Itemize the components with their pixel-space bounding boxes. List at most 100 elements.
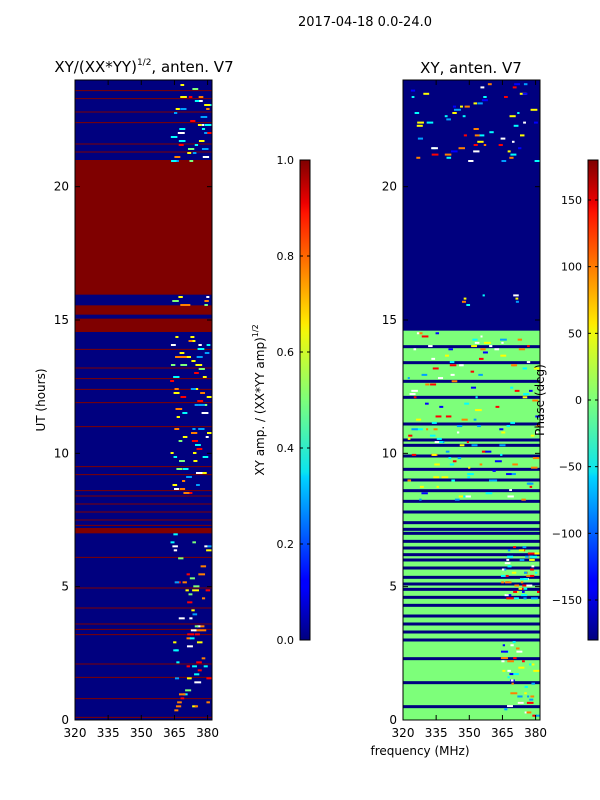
amplitude-x-tick-label: 335 — [97, 726, 120, 740]
amplitude-speckle — [200, 565, 207, 568]
phase-speckle — [425, 383, 430, 386]
phase-speckle — [409, 393, 416, 396]
amplitude-speckle — [199, 629, 207, 632]
phase-speckle — [482, 351, 488, 354]
amplitude-colorbar-tick-label: 0.4 — [277, 442, 295, 455]
phase-speckle — [513, 673, 519, 676]
phase-speckle — [536, 425, 540, 428]
amplitude-speckle — [192, 428, 196, 430]
phase-speckle — [510, 692, 518, 695]
phase-colorbar-tick-label: 100 — [561, 261, 582, 274]
amplitude-speckle — [201, 412, 209, 414]
phase-speckle — [507, 705, 513, 708]
phase-speckle — [495, 405, 500, 408]
amplitude-speckle — [192, 613, 198, 616]
phase-speckle — [450, 373, 455, 376]
phase-speckle — [527, 345, 530, 348]
amplitude-y-axis-label: UT (hours) — [34, 368, 48, 431]
amplitude-speckle — [196, 356, 203, 358]
phase-speckle — [526, 361, 531, 364]
amplitude-panel-title: XY/(XX*YY)1/2, anten. V7 — [54, 58, 233, 76]
amplitude-speckle — [190, 629, 197, 632]
amplitude-speckle — [195, 472, 203, 474]
phase-speckle — [433, 476, 440, 479]
amplitude-speckle — [187, 633, 195, 636]
phase-speckle — [449, 364, 457, 367]
phase-colorbar: −150 −100 −50 0 50 100 150 Phase (deg) — [533, 159, 599, 641]
phase-speckle — [410, 89, 416, 92]
phase-speckle — [506, 425, 510, 428]
phase-speckle — [510, 421, 515, 424]
phase-speckle — [421, 373, 428, 376]
phase-speckle — [515, 647, 520, 650]
amplitude-speckle — [185, 589, 189, 592]
phase-green-region — [403, 330, 540, 720]
phase-speckle — [522, 546, 527, 549]
amplitude-speckle — [173, 376, 180, 378]
phase-speckle — [523, 571, 528, 574]
phase-speckle — [531, 565, 535, 568]
phase-speckle — [457, 457, 462, 460]
phase-speckle — [526, 482, 532, 485]
phase-speckle — [489, 345, 493, 348]
phase-speckle — [448, 348, 453, 351]
phase-y-tick-label: 20 — [382, 180, 397, 194]
phase-speckle — [456, 431, 460, 434]
phase-speckle — [532, 714, 538, 717]
amplitude-band-1 — [75, 305, 212, 315]
amplitude-speckle — [179, 128, 186, 130]
amplitude-speckle — [197, 124, 202, 126]
phase-speckle — [501, 341, 504, 344]
phase-speckle — [500, 574, 508, 577]
phase-speckle — [529, 558, 535, 561]
frequency-axis-label: frequency (MHz) — [370, 744, 469, 758]
phase-speckle — [473, 128, 479, 130]
phase-speckle — [494, 460, 502, 463]
phase-speckle — [510, 473, 516, 476]
amplitude-speckle — [178, 140, 186, 142]
amplitude-speckle — [198, 344, 202, 346]
phase-speckle — [445, 450, 450, 453]
phase-dark-line-11 — [403, 575, 540, 579]
phase-dark-line-7 — [403, 603, 540, 607]
amplitude-speckle — [193, 629, 201, 632]
phase-speckle — [507, 150, 511, 153]
phase-speckle — [517, 112, 520, 114]
phase-speckle — [417, 121, 424, 124]
amplitude-speckle — [182, 581, 187, 584]
amplitude-speckle — [186, 645, 193, 648]
phase-dark-line-26 — [403, 443, 540, 447]
amplitude-speckle — [200, 472, 207, 474]
amplitude-speckle — [182, 480, 186, 482]
amplitude-speckle — [202, 376, 207, 378]
phase-dark-line-14 — [403, 553, 540, 557]
phase-speckle — [519, 558, 525, 561]
amplitude-x-tick-label: 350 — [130, 726, 153, 740]
amplitude-speckle — [199, 625, 205, 628]
amplitude-speckle — [183, 492, 190, 494]
amplitude-speckle — [204, 104, 211, 106]
phase-speckle — [481, 450, 487, 453]
phase-speckle — [483, 341, 491, 344]
phase-speckle — [421, 492, 428, 495]
figure-suptitle: 2017-04-18 0.0-24.0 — [298, 15, 432, 30]
amplitude-speckle — [194, 633, 200, 636]
phase-speckle — [525, 555, 532, 558]
phase-speckle — [451, 380, 458, 383]
phase-y-tick-label: 0 — [389, 713, 397, 727]
phase-colorbar-ticks: −150 −100 −50 0 50 100 150 — [552, 194, 598, 607]
phase-speckle — [518, 147, 522, 150]
phase-speckle — [513, 590, 518, 593]
phase-speckle — [517, 695, 523, 698]
phase-speckle — [478, 357, 484, 360]
phase-speckle — [531, 466, 538, 469]
phase-speckle — [458, 495, 466, 498]
phase-speckle — [509, 489, 512, 492]
phase-speckle — [514, 389, 520, 392]
amplitude-speckle — [194, 100, 201, 102]
phase-speckle — [442, 441, 445, 444]
amplitude-band-2 — [75, 318, 212, 332]
phase-speckle — [475, 396, 478, 399]
phase-speckle — [500, 137, 506, 140]
phase-speckle — [482, 294, 485, 297]
